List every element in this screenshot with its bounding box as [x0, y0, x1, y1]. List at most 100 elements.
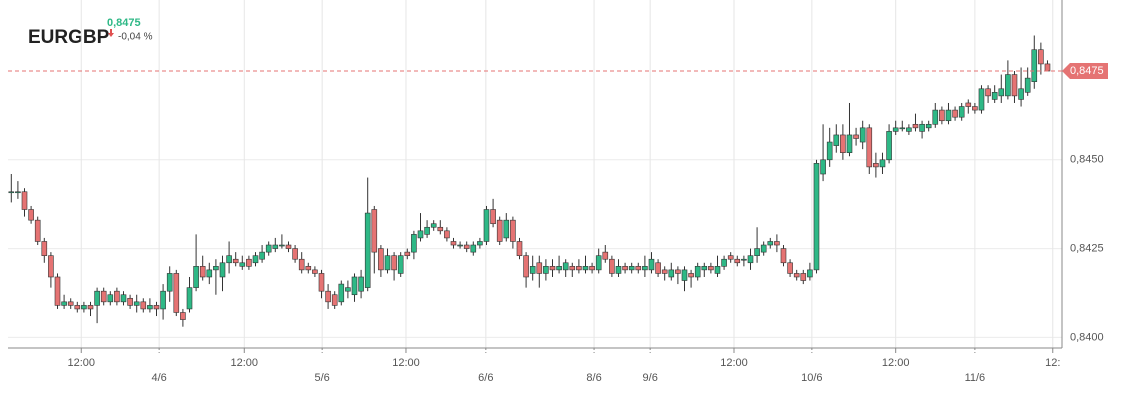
candle-body	[998, 88, 1005, 97]
candle-body	[562, 262, 569, 271]
candle-body	[457, 244, 463, 247]
candle-body	[81, 305, 87, 310]
candle-body	[655, 262, 661, 274]
candle-body	[15, 191, 21, 194]
candle-body	[675, 269, 681, 274]
candle-body	[800, 273, 807, 281]
candle-body	[404, 251, 411, 256]
candle-body	[166, 273, 173, 292]
candle-body	[991, 92, 998, 100]
candle-body	[688, 273, 694, 278]
candle-body	[173, 273, 180, 313]
candle-body	[305, 266, 312, 271]
candle-body	[661, 269, 668, 274]
candle-body	[1018, 88, 1024, 100]
candle-body	[213, 266, 219, 271]
candle-body	[298, 258, 305, 271]
candle-body	[681, 269, 688, 281]
candle-body	[160, 290, 166, 310]
candle-body	[265, 244, 272, 253]
candle-body	[61, 301, 67, 306]
candle-body	[945, 109, 952, 122]
candle-body	[972, 106, 978, 111]
x-tick-label: 8/6	[586, 372, 601, 384]
candle-body	[503, 219, 510, 239]
candle-body	[873, 163, 879, 168]
candle-body	[437, 226, 444, 232]
candle-body	[635, 266, 642, 271]
candle-body	[87, 305, 94, 310]
candle-body	[450, 241, 457, 246]
candle-body	[516, 241, 523, 256]
candle-body	[840, 134, 846, 153]
candle-body	[978, 88, 985, 111]
candle-body	[965, 102, 972, 107]
candle-body	[133, 301, 140, 306]
candle-body	[820, 159, 826, 175]
candle-body	[193, 266, 199, 288]
candle-body	[384, 255, 391, 271]
x-tick-label: 12:00	[882, 357, 910, 369]
candle-body	[199, 266, 206, 278]
candle-body	[100, 290, 107, 303]
candle-body	[668, 269, 675, 278]
candle-body	[470, 244, 477, 253]
x-tick-label: 6/6	[478, 372, 493, 384]
candle-body	[510, 219, 516, 242]
candle-body	[378, 248, 384, 271]
x-tick-label: 12:00	[720, 357, 748, 369]
y-tick-label: 0,8450	[1070, 154, 1104, 166]
candle-body	[54, 276, 61, 306]
candle-body	[430, 223, 437, 228]
candle-body	[1005, 74, 1011, 97]
header-price: 0,8475	[107, 17, 141, 29]
candle-body	[1031, 49, 1038, 82]
candle-body	[648, 258, 655, 271]
candle-body	[787, 262, 793, 274]
candle-body	[727, 255, 734, 260]
candle-body	[232, 258, 239, 264]
candle-body	[371, 209, 378, 253]
candle-body	[279, 244, 285, 247]
candle-body	[331, 294, 338, 306]
candle-body	[477, 241, 483, 246]
candle-body	[219, 262, 226, 278]
candle-body	[239, 262, 246, 267]
candle-body	[879, 159, 886, 168]
candle-body	[67, 301, 74, 306]
candle-body	[8, 191, 15, 194]
x-tick-label: 12:	[1045, 357, 1060, 369]
candle-body	[318, 273, 325, 292]
candle-body	[859, 127, 866, 143]
candle-body	[140, 301, 147, 310]
candle-body	[536, 262, 543, 274]
candle-body	[609, 258, 615, 274]
candle-body	[642, 266, 648, 271]
candle-body	[774, 241, 780, 246]
candle-body	[549, 266, 556, 271]
candle-body	[589, 266, 595, 271]
candle-body	[628, 266, 635, 271]
candle-body	[186, 287, 193, 310]
candle-body	[919, 123, 925, 132]
y-tick-label: 0,8425	[1070, 242, 1104, 254]
candle-body	[622, 266, 628, 271]
candle-body	[312, 269, 318, 274]
candle-body	[364, 212, 371, 288]
candle-body	[615, 266, 622, 274]
candle-body	[1038, 49, 1044, 65]
candle-body	[153, 305, 160, 310]
candle-body	[754, 248, 760, 256]
candle-body	[523, 255, 529, 278]
candle-body	[569, 266, 576, 271]
candle-body	[741, 258, 747, 261]
candle-body	[120, 294, 127, 303]
candle-body	[391, 255, 397, 271]
candle-body	[701, 266, 708, 271]
candle-body	[292, 248, 298, 260]
candle-body	[886, 131, 892, 161]
candle-body	[483, 209, 490, 242]
candle-body	[952, 109, 958, 118]
x-tick-label: 10/6	[801, 372, 822, 384]
